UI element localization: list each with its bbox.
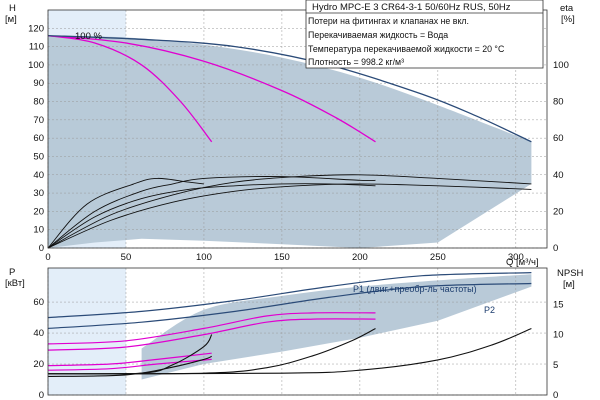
curve-p_2pump_b: [47, 318, 376, 351]
top-y-right-tick-label: 0: [553, 243, 558, 254]
bottom-y-left-tick-label: 60: [33, 297, 44, 308]
top-y-right-label-1: eta: [560, 3, 574, 14]
top-y-left-tick-label: 70: [33, 115, 44, 126]
curve-p2_total: [47, 282, 532, 329]
curve-eta_d: [47, 183, 532, 249]
top-y-right-tick-label: 60: [553, 133, 564, 144]
curve-p_2pump_a: [47, 312, 376, 345]
top-y-right-tick-label: 100: [553, 60, 569, 71]
top-plot-frame: [47, 9, 548, 249]
x-tick-label: 100: [196, 252, 212, 263]
condition-line-3: Температура перекачиваемой жидкости = 20…: [308, 44, 505, 54]
top-y-left-tick-label: 100: [28, 60, 44, 71]
bottom-y-right-label-2: [м]: [563, 279, 575, 290]
hundred-percent-label: 100 %: [75, 31, 102, 42]
curve-eta_e: [47, 183, 376, 249]
bottom-y-left-tick-label: 40: [33, 328, 44, 339]
bottom-plot-frame: [47, 267, 548, 396]
chart-title: Hydro MPC-E 3 CR64-3-1 50/60Hz RUS, 50Hz: [312, 2, 511, 13]
top-y-left-tick-label: 60: [33, 133, 44, 144]
info-box: Hydro MPC-E 3 CR64-3-1 50/60Hz RUS, 50Hz…: [305, 0, 544, 69]
top-y-left-tick-label: 120: [28, 23, 44, 34]
bottom-y-left-label-2: [кВт]: [5, 278, 25, 289]
x-tick-label: 50: [121, 252, 132, 263]
curve-npsh_3: [47, 327, 532, 375]
x-tick-label: 150: [274, 252, 290, 263]
bottom-y-right-tick-label: 5: [553, 360, 558, 371]
bottom-y-right-tick-label: 15: [553, 299, 564, 310]
top-y-right-tick-label: 80: [553, 97, 564, 108]
curve-p_1pump_a: [47, 352, 212, 367]
curve-p_1pump_b: [47, 358, 212, 371]
curve-eta_c: [47, 174, 532, 249]
curve-p1_total: [47, 272, 532, 319]
x-tick-label: 250: [430, 252, 446, 263]
bottom-y-left-tick-label: 20: [33, 359, 44, 370]
bottom-operating-area: [141, 274, 532, 380]
x-axis-label: Q [м³/ч]: [506, 257, 539, 268]
x-tick-label: 200: [352, 252, 368, 263]
curve-p_1pump_low: [47, 355, 212, 377]
curve-eta_b: [47, 176, 376, 249]
p1-curve-label: P1 (двиг.+преобр-ль частоты): [353, 284, 477, 294]
top-y-left-tick-label: 0: [39, 243, 44, 254]
top-y-left-tick-label: 10: [33, 225, 44, 236]
p2-curve-label: P2: [484, 305, 495, 315]
top-y-left-tick-label: 30: [33, 188, 44, 199]
top-y-left-tick-label: 40: [33, 170, 44, 181]
bottom-y-left-tick-label: 0: [39, 390, 44, 400]
condition-line-2: Перекачиваемая жидкость = Вода: [308, 30, 448, 40]
top-y-right-tick-label: 40: [553, 170, 564, 181]
top-y-left-tick-label: 80: [33, 97, 44, 108]
curve-h_2pump: [47, 34, 376, 143]
curve-h_1pump: [47, 34, 213, 143]
bottom-y-right-label-1: NPSH: [557, 268, 584, 279]
top-y-left-label-2: [м]: [5, 14, 17, 25]
bottom-y-right-tick-label: 10: [553, 330, 564, 341]
top-y-right-tick-label: 20: [553, 206, 564, 217]
x-tick-label: 0: [45, 252, 50, 263]
top-y-right-label-2: [%]: [561, 14, 575, 25]
x-tick-label: 300: [508, 252, 524, 263]
curve-eta_a: [47, 177, 204, 249]
condition-line-4: Плотность = 998.2 кг/м³: [308, 57, 404, 67]
condition-line-1: Потери на фитингах и клапанах не вкл.: [308, 16, 469, 26]
bottom-y-right-tick-label: 0: [553, 390, 558, 400]
top-y-left-tick-label: 20: [33, 206, 44, 217]
top-y-left-tick-label: 110: [29, 42, 44, 53]
top-y-left-tick-label: 90: [33, 78, 44, 89]
top-y-left-tick-label: 50: [33, 151, 44, 162]
bottom-y-left-label-1: P: [9, 267, 15, 278]
top-y-left-label-1: H: [9, 3, 16, 14]
